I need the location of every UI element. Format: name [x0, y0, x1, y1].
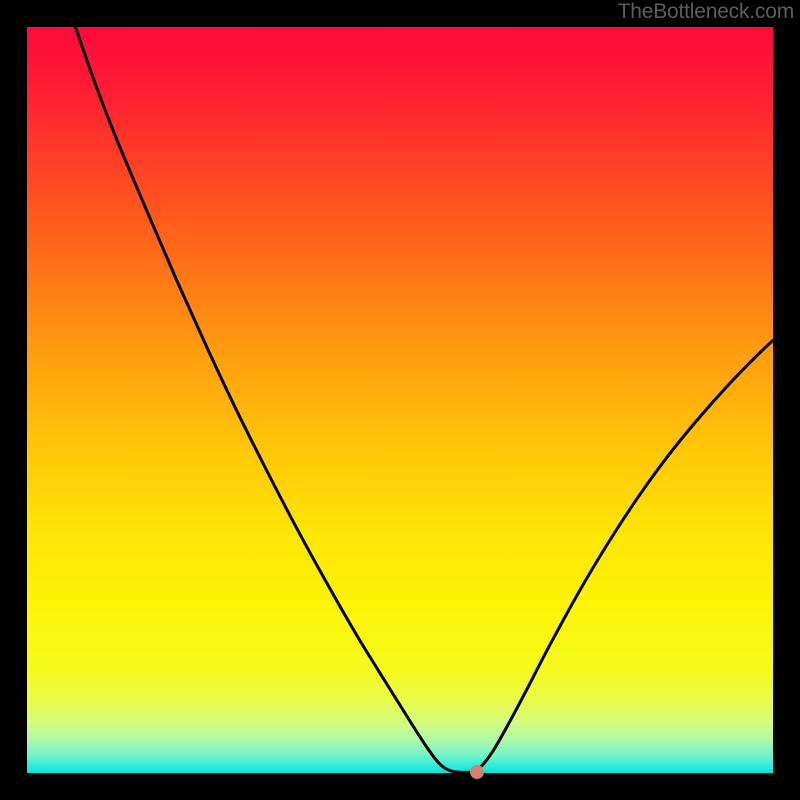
chart-frame: TheBottleneck.com [0, 0, 800, 800]
bottleneck-curve [27, 27, 773, 773]
optimum-marker [470, 765, 484, 779]
watermark-text: TheBottleneck.com [618, 0, 794, 24]
